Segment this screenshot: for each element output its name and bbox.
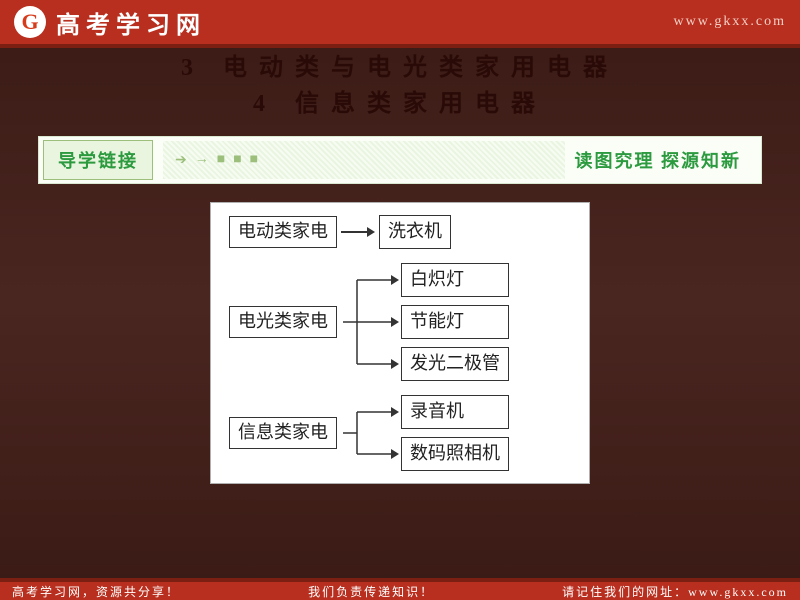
- footer-left: 高考学习网，资源共分享！: [12, 583, 180, 600]
- branch-connector-icon: [343, 263, 401, 381]
- flow-node: 节能灯: [401, 305, 509, 339]
- decoration-strip: ➔→■■■: [163, 141, 565, 179]
- flow-row: 信息类家电 录音机数码照相机: [229, 395, 571, 471]
- header-bar: G 高考学习网 www.gkxx.com: [0, 0, 800, 48]
- guide-bar: 导学链接 ➔→■■■ 读图究理 探源知新: [38, 136, 762, 184]
- flow-node: 发光二极管: [401, 347, 509, 381]
- flow-node: 电光类家电: [229, 306, 337, 338]
- title-line: 3 电动类与电光类家用电器: [0, 50, 800, 86]
- footer-bar: 高考学习网，资源共分享！ 我们负责传递知识！ 请记住我们的网址：www.gkxx…: [0, 578, 800, 600]
- site-url: www.gkxx.com: [673, 14, 786, 30]
- flow-node: 电动类家电: [229, 216, 337, 248]
- branch-connector-icon: [343, 395, 401, 471]
- flowchart-card: 电动类家电 洗衣机电光类家电 白炽灯节能灯发光二极管信息类家电 录音机数码照相机: [210, 202, 590, 484]
- flow-node: 白炽灯: [401, 263, 509, 297]
- flow-node: 洗衣机: [379, 215, 451, 249]
- title-line: 4 信息类家用电器: [0, 86, 800, 122]
- target-column: 洗衣机: [379, 215, 451, 249]
- target-column: 录音机数码照相机: [401, 395, 509, 471]
- flow-row: 电动类家电 洗衣机: [229, 215, 571, 249]
- arrow-icon: [341, 215, 375, 249]
- logo-icon: G: [14, 6, 46, 38]
- flow-node: 数码照相机: [401, 437, 509, 471]
- flow-row: 电光类家电 白炽灯节能灯发光二极管: [229, 263, 571, 381]
- footer-right: 请记住我们的网址：www.gkxx.com: [562, 583, 788, 600]
- guide-slogan: 读图究理 探源知新: [575, 147, 758, 173]
- flow-node: 录音机: [401, 395, 509, 429]
- site-title: 高考学习网: [56, 5, 206, 40]
- target-column: 白炽灯节能灯发光二极管: [401, 263, 509, 381]
- slide-titles: 3 电动类与电光类家用电器4 信息类家用电器: [0, 50, 800, 122]
- flow-node: 信息类家电: [229, 417, 337, 449]
- guide-badge: 导学链接: [43, 140, 153, 180]
- footer-mid: 我们负责传递知识！: [308, 583, 434, 600]
